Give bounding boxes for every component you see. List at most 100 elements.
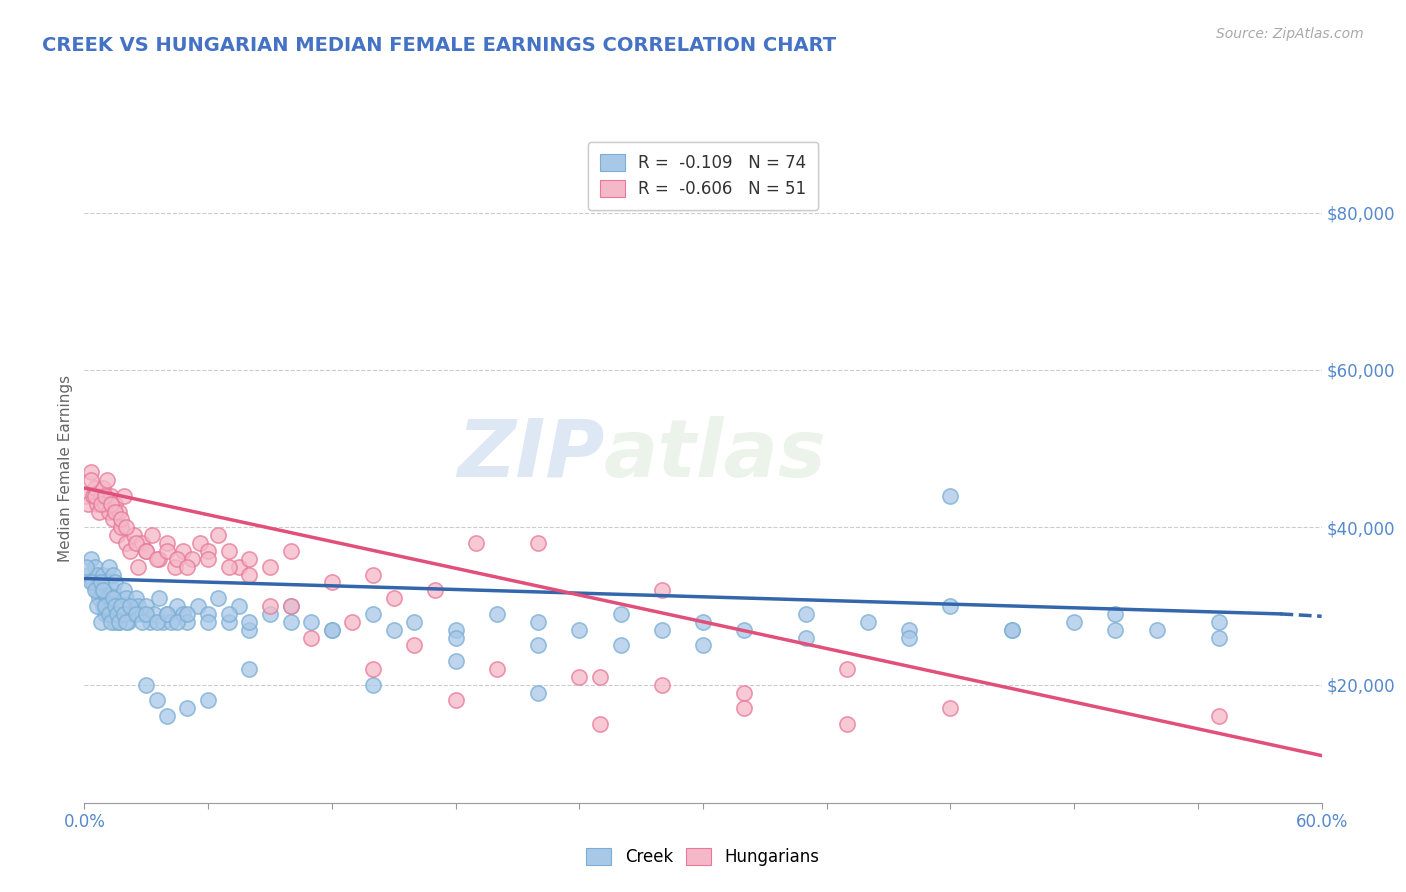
Point xyxy=(131,607,153,621)
Point xyxy=(166,599,188,613)
Point xyxy=(77,497,100,511)
Point xyxy=(104,497,127,511)
Point xyxy=(651,623,673,637)
Point xyxy=(207,528,229,542)
Point xyxy=(609,639,631,653)
Point xyxy=(898,623,921,637)
Point xyxy=(485,662,508,676)
Point xyxy=(160,615,183,629)
Point xyxy=(898,631,921,645)
Text: ZIP: ZIP xyxy=(457,416,605,494)
Point xyxy=(166,551,188,566)
Point xyxy=(79,465,101,479)
Point xyxy=(103,567,125,582)
Point xyxy=(1001,623,1024,637)
Point xyxy=(361,567,384,582)
Point xyxy=(527,536,550,550)
Point xyxy=(100,615,122,629)
Point xyxy=(135,678,157,692)
Point xyxy=(794,607,817,621)
Point xyxy=(1063,615,1085,629)
Point xyxy=(117,615,139,629)
Point xyxy=(238,662,260,676)
Text: atlas: atlas xyxy=(605,416,827,494)
Point xyxy=(939,489,962,503)
Point xyxy=(98,599,121,613)
Text: Source: ZipAtlas.com: Source: ZipAtlas.com xyxy=(1216,27,1364,41)
Point xyxy=(105,528,128,542)
Point xyxy=(1104,607,1126,621)
Point xyxy=(1104,623,1126,637)
Point xyxy=(444,693,467,707)
Point xyxy=(444,623,467,637)
Point xyxy=(98,505,121,519)
Point xyxy=(86,497,108,511)
Point xyxy=(939,599,962,613)
Point xyxy=(79,473,101,487)
Point xyxy=(342,615,364,629)
Point xyxy=(238,551,260,566)
Point xyxy=(299,615,322,629)
Point xyxy=(321,575,343,590)
Point xyxy=(82,575,104,590)
Point xyxy=(176,607,198,621)
Point xyxy=(228,559,250,574)
Point xyxy=(83,481,105,495)
Point xyxy=(135,607,157,621)
Point xyxy=(94,497,117,511)
Point xyxy=(692,615,714,629)
Point xyxy=(125,607,148,621)
Point xyxy=(86,567,108,582)
Point xyxy=(444,654,467,668)
Point xyxy=(299,631,322,645)
Point xyxy=(122,528,145,542)
Point xyxy=(651,583,673,598)
Point xyxy=(125,536,148,550)
Point xyxy=(131,536,153,550)
Point xyxy=(91,481,114,495)
Point xyxy=(156,709,179,723)
Point xyxy=(86,583,108,598)
Point xyxy=(172,544,194,558)
Point xyxy=(939,701,962,715)
Point xyxy=(280,599,302,613)
Point xyxy=(104,575,127,590)
Point xyxy=(197,615,219,629)
Point xyxy=(280,544,302,558)
Point xyxy=(238,615,260,629)
Point xyxy=(103,583,125,598)
Point xyxy=(172,607,194,621)
Point xyxy=(733,685,755,699)
Point xyxy=(75,559,97,574)
Point xyxy=(75,489,97,503)
Point xyxy=(91,567,114,582)
Point xyxy=(465,536,488,550)
Point xyxy=(609,607,631,621)
Point xyxy=(118,599,141,613)
Point xyxy=(156,544,179,558)
Point xyxy=(527,685,550,699)
Point xyxy=(404,639,426,653)
Point xyxy=(259,607,281,621)
Point xyxy=(100,497,122,511)
Point xyxy=(404,615,426,629)
Point xyxy=(110,512,132,526)
Point xyxy=(589,670,612,684)
Point xyxy=(83,489,105,503)
Point xyxy=(145,693,167,707)
Point xyxy=(100,489,122,503)
Point xyxy=(280,615,302,629)
Point xyxy=(139,615,162,629)
Point xyxy=(127,559,149,574)
Point xyxy=(135,599,157,613)
Point xyxy=(568,670,591,684)
Point xyxy=(114,615,136,629)
Point xyxy=(145,551,167,566)
Point xyxy=(83,559,105,574)
Point xyxy=(156,607,179,621)
Point xyxy=(1001,623,1024,637)
Point xyxy=(166,615,188,629)
Point xyxy=(733,701,755,715)
Point xyxy=(82,489,104,503)
Point xyxy=(114,591,136,606)
